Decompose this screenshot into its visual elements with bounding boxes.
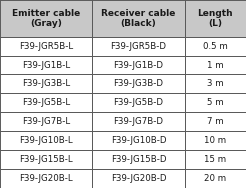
Bar — [0, 0, 92, 37]
Bar — [184, 56, 246, 74]
Text: 1 m: 1 m — [207, 61, 224, 70]
Text: Length
(L): Length (L) — [198, 9, 233, 28]
Bar — [184, 169, 246, 188]
Text: F39-JG20B-L: F39-JG20B-L — [19, 174, 73, 183]
Text: F39-JG3B-L: F39-JG3B-L — [22, 80, 70, 88]
Text: F39-JG20B-D: F39-JG20B-D — [111, 174, 166, 183]
Text: Receiver cable
(Black): Receiver cable (Black) — [101, 9, 176, 28]
Bar — [184, 93, 246, 112]
Bar — [0, 74, 92, 93]
Text: F39-JG15B-D: F39-JG15B-D — [111, 155, 166, 164]
Text: 7 m: 7 m — [207, 117, 224, 126]
Text: 10 m: 10 m — [204, 136, 226, 145]
Bar — [92, 37, 184, 56]
Bar — [184, 112, 246, 131]
Bar — [0, 112, 92, 131]
Bar — [0, 56, 92, 74]
Text: F39-JG10B-D: F39-JG10B-D — [111, 136, 166, 145]
Bar — [184, 74, 246, 93]
Bar — [92, 169, 184, 188]
Text: F39-JG10B-L: F39-JG10B-L — [19, 136, 73, 145]
Bar — [92, 112, 184, 131]
Bar — [184, 37, 246, 56]
Bar — [92, 93, 184, 112]
Bar — [184, 131, 246, 150]
Text: F39-JG1B-L: F39-JG1B-L — [22, 61, 70, 70]
Text: 0.5 m: 0.5 m — [203, 42, 228, 51]
Text: F39-JGR5B-D: F39-JGR5B-D — [110, 42, 166, 51]
Text: 15 m: 15 m — [204, 155, 226, 164]
Text: F39-JG1B-D: F39-JG1B-D — [113, 61, 163, 70]
Text: F39-JGR5B-L: F39-JGR5B-L — [19, 42, 73, 51]
Text: 3 m: 3 m — [207, 80, 224, 88]
Bar — [92, 56, 184, 74]
Text: Emitter cable
(Gray): Emitter cable (Gray) — [12, 9, 80, 28]
Text: F39-JG5B-L: F39-JG5B-L — [22, 98, 70, 107]
Bar — [0, 131, 92, 150]
Bar — [0, 93, 92, 112]
Text: F39-JG7B-D: F39-JG7B-D — [113, 117, 163, 126]
Bar — [184, 150, 246, 169]
Text: 5 m: 5 m — [207, 98, 224, 107]
Text: 20 m: 20 m — [204, 174, 226, 183]
Bar — [0, 169, 92, 188]
Bar — [92, 0, 184, 37]
Text: F39-JG5B-D: F39-JG5B-D — [113, 98, 163, 107]
Bar — [92, 150, 184, 169]
Bar — [0, 37, 92, 56]
Bar — [92, 74, 184, 93]
Bar — [0, 150, 92, 169]
Bar — [184, 0, 246, 37]
Text: F39-JG15B-L: F39-JG15B-L — [19, 155, 73, 164]
Bar — [92, 131, 184, 150]
Text: F39-JG7B-L: F39-JG7B-L — [22, 117, 70, 126]
Text: F39-JG3B-D: F39-JG3B-D — [113, 80, 163, 88]
